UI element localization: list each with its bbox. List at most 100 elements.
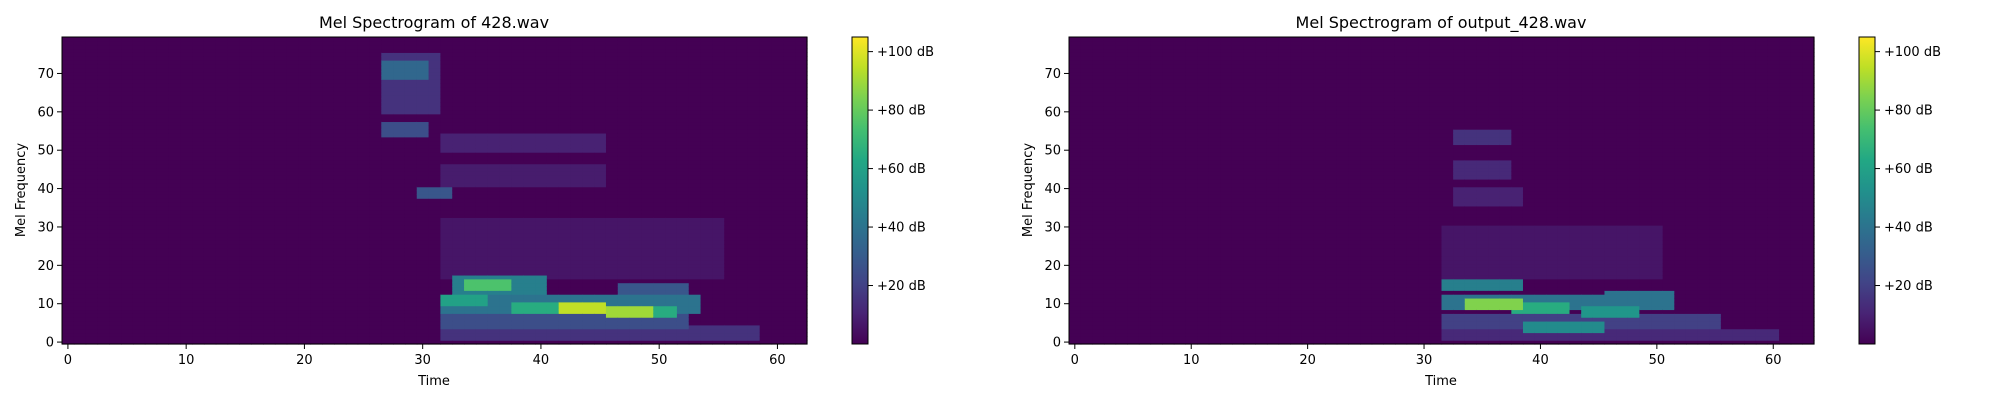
heatmap-cell (440, 244, 452, 248)
heatmap-cell (369, 313, 381, 317)
heatmap-cell (677, 279, 689, 283)
heatmap-cell (251, 202, 263, 206)
heatmap-cell (381, 279, 393, 283)
heatmap-cell (559, 206, 571, 210)
heatmap-cell (712, 198, 724, 202)
heatmap-cell (440, 45, 452, 49)
heatmap-cell (358, 198, 370, 202)
heatmap-cell (570, 260, 582, 264)
heatmap-cell (701, 160, 713, 164)
heatmap-cell (97, 237, 109, 241)
heatmap-cell (783, 336, 795, 340)
heatmap-cell (748, 121, 760, 125)
heatmap-cell (653, 302, 665, 306)
heatmap-cell (677, 263, 689, 267)
heatmap-cell (772, 49, 784, 53)
heatmap-cell (369, 56, 381, 60)
heatmap-cell (346, 118, 358, 122)
heatmap-cell (204, 217, 216, 221)
heatmap-cell (594, 179, 606, 183)
heatmap-cell (322, 56, 334, 60)
heatmap-cell (665, 56, 677, 60)
heatmap-cell (204, 49, 216, 53)
heatmap-cell (358, 156, 370, 160)
heatmap-cell (701, 252, 713, 256)
heatmap-cell (97, 114, 109, 118)
heatmap-cell (464, 336, 476, 340)
heatmap-cell (452, 110, 464, 114)
heatmap-cell (594, 56, 606, 60)
heatmap-cell (109, 306, 121, 310)
heatmap-cell (216, 129, 228, 133)
heatmap-cell (287, 283, 299, 287)
heatmap-cell (62, 309, 74, 313)
heatmap-cell (535, 141, 547, 145)
heatmap-cell (701, 279, 713, 283)
heatmap-cell (783, 332, 795, 336)
heatmap-cell (653, 313, 665, 317)
heatmap-cell (251, 214, 263, 218)
heatmap-cell (476, 237, 488, 241)
heatmap-cell (535, 98, 547, 102)
heatmap-cell (570, 225, 582, 229)
heatmap-cell (701, 37, 713, 41)
heatmap-cell (97, 325, 109, 329)
heatmap-cell (133, 102, 145, 106)
heatmap-cell (86, 267, 98, 271)
heatmap-cell (783, 279, 795, 283)
heatmap-cell (464, 91, 476, 95)
heatmap-cell (452, 240, 464, 244)
heatmap-cell (145, 187, 157, 191)
heatmap-cell (251, 60, 263, 64)
heatmap-cell (86, 194, 98, 198)
heatmap-cell (346, 321, 358, 325)
heatmap-cell (511, 302, 523, 306)
heatmap-cell (701, 45, 713, 49)
heatmap-cell (393, 263, 405, 267)
heatmap-cell (464, 252, 476, 256)
heatmap-cell (405, 133, 417, 137)
heatmap-cell (121, 329, 133, 333)
heatmap-cell (228, 191, 240, 195)
heatmap-cell (665, 313, 677, 317)
heatmap-cell (216, 329, 228, 333)
heatmap-cell (180, 114, 192, 118)
heatmap-cell (547, 49, 559, 53)
heatmap-cell (724, 225, 736, 229)
heatmap-cell (464, 121, 476, 125)
heatmap-cell (748, 221, 760, 225)
heatmap-cell (582, 75, 594, 79)
heatmap-cell (653, 214, 665, 218)
heatmap-cell (369, 179, 381, 183)
heatmap-cell (783, 167, 795, 171)
heatmap-cell (594, 244, 606, 248)
heatmap-cell (228, 256, 240, 260)
heatmap-cell (547, 210, 559, 214)
heatmap-cell (440, 271, 452, 275)
heatmap-cell (535, 91, 547, 95)
heatmap-cell (86, 171, 98, 175)
heatmap-cell (346, 279, 358, 283)
heatmap-cell (523, 72, 535, 76)
heatmap-cell (62, 194, 74, 198)
heatmap-cell (748, 194, 760, 198)
heatmap-cell (86, 118, 98, 122)
heatmap-cell (322, 152, 334, 156)
heatmap-cell (582, 91, 594, 95)
heatmap-cell (310, 286, 322, 290)
heatmap-cell (760, 283, 772, 287)
heatmap-cell (121, 148, 133, 152)
heatmap-cell (559, 229, 571, 233)
heatmap-cell (618, 244, 630, 248)
heatmap-cell (535, 229, 547, 233)
heatmap-cell (677, 160, 689, 164)
heatmap-cell (239, 325, 251, 329)
heatmap-cell (712, 252, 724, 256)
heatmap-cell (665, 79, 677, 83)
heatmap-cell (476, 167, 488, 171)
heatmap-cell (346, 114, 358, 118)
heatmap-cell (535, 95, 547, 99)
heatmap-cell (689, 275, 701, 279)
heatmap-cell (440, 156, 452, 160)
heatmap-cell (157, 283, 169, 287)
